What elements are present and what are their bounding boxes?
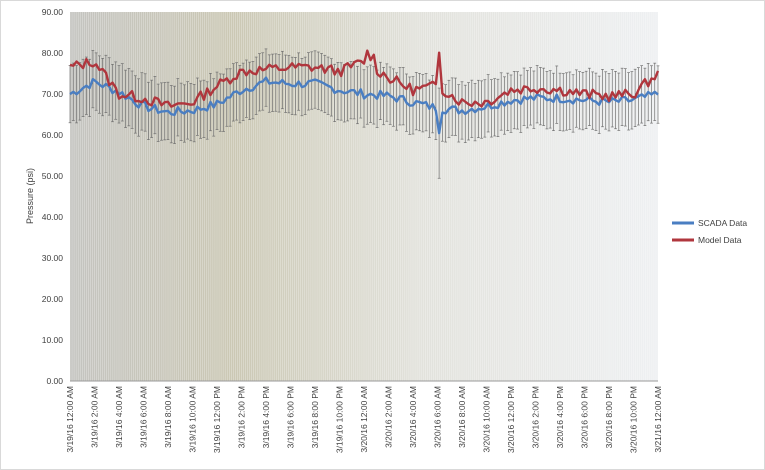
x-tick-label: 3/19/16 2:00 PM — [237, 386, 247, 448]
legend-label-model: Model Data — [698, 235, 742, 245]
y-tick-label: 50.00 — [42, 171, 64, 181]
x-gridlines — [69, 12, 659, 381]
y-tick-label: 80.00 — [42, 48, 64, 58]
y-tick-label: 40.00 — [42, 212, 64, 222]
x-tick-label: 3/19/16 12:00 AM — [65, 386, 75, 453]
x-tick-label: 3/19/16 8:00 PM — [310, 386, 320, 448]
y-tick-label: 90.00 — [42, 7, 64, 17]
y-tick-label: 0.00 — [46, 376, 63, 386]
y-axis-title: Pressure (psi) — [25, 168, 35, 224]
x-tick-label: 3/19/16 8:00 AM — [163, 386, 173, 448]
x-tick-label: 3/19/16 2:00 AM — [90, 386, 100, 448]
x-tick-label: 3/19/16 10:00 PM — [335, 386, 345, 453]
y-tick-labels: 0.00 10.00 20.00 30.00 40.00 50.00 60.00 70.00 8… — [42, 7, 64, 386]
x-tick-label: 3/20/16 10:00 AM — [482, 386, 492, 453]
x-tick-label: 3/21/16 12:00 AM — [653, 386, 663, 453]
legend-item-scada: SCADA Data — [672, 218, 747, 228]
x-tick-label: 3/20/16 8:00 PM — [604, 386, 614, 448]
x-tick-label: 3/20/16 6:00 AM — [433, 386, 443, 448]
y-tick-label: 30.00 — [42, 253, 64, 263]
x-tick-label: 3/19/16 6:00 PM — [286, 386, 296, 448]
x-tick-label: 3/20/16 4:00 AM — [408, 386, 418, 448]
x-tick-label: 3/20/16 8:00 AM — [457, 386, 467, 448]
series-line-scada — [69, 76, 659, 135]
legend-item-model: Model Data — [672, 235, 742, 245]
legend: SCADA Data Model Data — [672, 218, 747, 245]
y-tick-label: 10.00 — [42, 335, 64, 345]
y-tick-label: 20.00 — [42, 294, 64, 304]
x-tick-label: 3/20/16 12:00 PM — [506, 386, 516, 453]
x-tick-label: 3/19/16 10:00 AM — [188, 386, 198, 453]
x-tick-label: 3/19/16 12:00 PM — [212, 386, 222, 453]
x-tick-label: 3/19/16 4:00 AM — [114, 386, 124, 448]
y-tick-label: 60.00 — [42, 130, 64, 140]
x-tick-label: 3/20/16 2:00 PM — [531, 386, 541, 448]
x-tick-label: 3/20/16 2:00 AM — [384, 386, 394, 448]
series-line-model — [69, 49, 660, 108]
x-tick-label: 3/19/16 6:00 AM — [139, 386, 149, 448]
y-tick-label: 70.00 — [42, 89, 64, 99]
x-tick-label: 3/19/16 4:00 PM — [261, 386, 271, 448]
x-tick-labels: 3/19/16 12:00 AM 3/19/16 2:00 AM 3/19/16 4… — [65, 386, 663, 453]
x-tick-label: 3/20/16 6:00 PM — [580, 386, 590, 448]
x-tick-label: 3/20/16 4:00 PM — [555, 386, 565, 448]
x-tick-label: 3/20/16 10:00 PM — [629, 386, 639, 453]
legend-label-scada: SCADA Data — [698, 218, 747, 228]
x-tick-label: 3/20/16 12:00 AM — [359, 386, 369, 453]
